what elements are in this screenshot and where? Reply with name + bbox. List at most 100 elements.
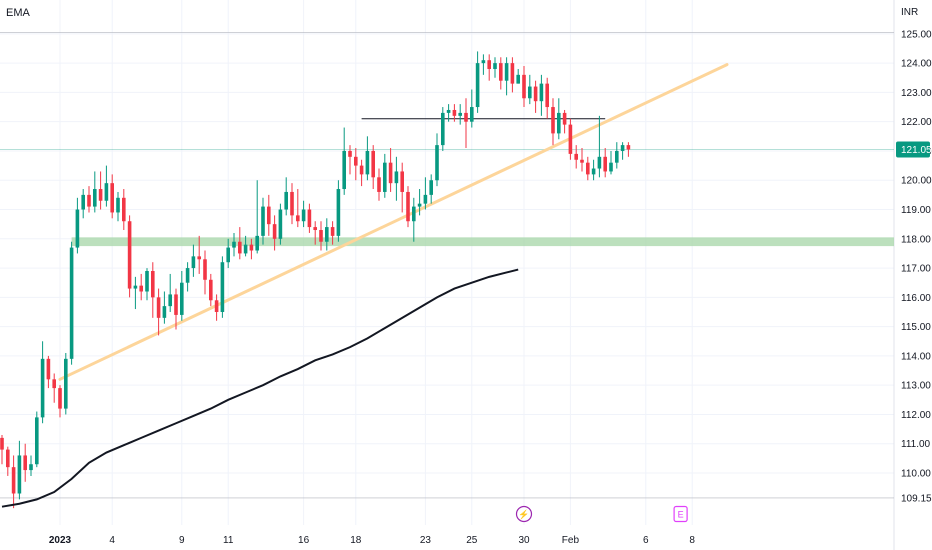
candle-body[interactable] bbox=[452, 109, 457, 116]
candle-body[interactable] bbox=[52, 379, 56, 389]
candle-body[interactable] bbox=[81, 194, 85, 210]
candle-body[interactable] bbox=[243, 244, 248, 254]
candle-body[interactable] bbox=[220, 262, 225, 312]
candle-body[interactable] bbox=[185, 268, 190, 283]
candle-body[interactable] bbox=[371, 150, 375, 178]
candle-body[interactable] bbox=[429, 180, 433, 195]
candle-body[interactable] bbox=[446, 109, 451, 113]
candle-body[interactable] bbox=[417, 203, 422, 207]
flash-event-icon[interactable] bbox=[515, 505, 533, 523]
candle-body[interactable] bbox=[64, 358, 68, 409]
candle-body[interactable] bbox=[557, 112, 561, 134]
candle-body[interactable] bbox=[197, 256, 201, 260]
candle-body[interactable] bbox=[586, 162, 590, 175]
candle-body[interactable] bbox=[238, 241, 242, 254]
candle-body[interactable] bbox=[133, 285, 138, 289]
candle-body[interactable] bbox=[388, 162, 393, 184]
candle-body[interactable] bbox=[58, 388, 62, 409]
candle-body[interactable] bbox=[551, 107, 555, 134]
candle-body[interactable] bbox=[325, 227, 329, 242]
candle-body[interactable] bbox=[562, 112, 567, 125]
trend-line[interactable] bbox=[58, 63, 729, 381]
price-axis[interactable]: 125.00124.00123.00122.00121.00120.00119.… bbox=[896, 29, 932, 504]
candle-body[interactable] bbox=[493, 63, 497, 69]
candle-body[interactable] bbox=[40, 358, 45, 418]
candle-body[interactable] bbox=[11, 467, 16, 494]
candle-body[interactable] bbox=[93, 189, 97, 207]
candle-body[interactable] bbox=[603, 156, 607, 172]
candle-body[interactable] bbox=[342, 150, 346, 190]
candle-body[interactable] bbox=[528, 86, 532, 99]
candle-body[interactable] bbox=[232, 241, 236, 248]
candle-body[interactable] bbox=[354, 156, 358, 166]
candle-body[interactable] bbox=[591, 168, 596, 175]
candle-body[interactable] bbox=[504, 63, 509, 81]
time-axis[interactable]: 2023 4 9 11 16 18 23 25 30 Feb 6 8 bbox=[49, 535, 696, 546]
candle-body[interactable] bbox=[110, 183, 114, 213]
candle-body[interactable] bbox=[626, 145, 631, 150]
ema-line[interactable] bbox=[1, 268, 519, 508]
candle-body[interactable] bbox=[475, 63, 480, 108]
candle-body[interactable] bbox=[377, 177, 381, 192]
candle-body[interactable] bbox=[46, 358, 51, 380]
candle-body[interactable] bbox=[435, 145, 439, 181]
candle-body[interactable] bbox=[122, 197, 126, 222]
candle-body[interactable] bbox=[162, 306, 167, 318]
candle-body[interactable] bbox=[568, 124, 573, 154]
candle-body[interactable] bbox=[301, 209, 306, 222]
candle-body[interactable] bbox=[313, 227, 317, 231]
candle-body[interactable] bbox=[620, 145, 625, 151]
candle-body[interactable] bbox=[116, 197, 120, 213]
candle-body[interactable] bbox=[441, 112, 445, 146]
candle-body[interactable] bbox=[139, 285, 143, 292]
candle-body[interactable] bbox=[284, 191, 288, 210]
candle-body[interactable] bbox=[365, 150, 370, 175]
candle-body[interactable] bbox=[580, 159, 584, 163]
candle-body[interactable] bbox=[6, 449, 10, 468]
candle-body[interactable] bbox=[104, 183, 109, 201]
candle-body[interactable] bbox=[151, 271, 155, 298]
candle-body[interactable] bbox=[249, 244, 254, 251]
candle-body[interactable] bbox=[180, 282, 184, 315]
candle-body[interactable] bbox=[69, 247, 74, 359]
candle-body[interactable] bbox=[336, 189, 341, 236]
candle-body[interactable] bbox=[423, 194, 428, 204]
candle-body[interactable] bbox=[255, 235, 259, 251]
candle-body[interactable] bbox=[574, 153, 578, 160]
candle-body[interactable] bbox=[539, 83, 544, 102]
candle-body[interactable] bbox=[127, 221, 132, 289]
candle-body[interactable] bbox=[458, 112, 462, 116]
candle-body[interactable] bbox=[400, 171, 404, 192]
candle-body[interactable] bbox=[226, 247, 230, 263]
candle-body[interactable] bbox=[278, 209, 283, 239]
candle-body[interactable] bbox=[23, 455, 27, 471]
candle-body[interactable] bbox=[87, 194, 91, 207]
earnings-event-icon[interactable] bbox=[673, 505, 688, 523]
candle-body[interactable] bbox=[145, 271, 149, 292]
candle-body[interactable] bbox=[17, 455, 22, 494]
candle-body[interactable] bbox=[510, 63, 515, 84]
candle-body[interactable] bbox=[615, 150, 619, 163]
candle-body[interactable] bbox=[516, 74, 520, 84]
candle-body[interactable] bbox=[75, 209, 80, 248]
candle-body[interactable] bbox=[0, 437, 4, 450]
current-price-badge[interactable] bbox=[896, 141, 930, 158]
candle-body[interactable] bbox=[522, 74, 526, 99]
candle-body[interactable] bbox=[29, 464, 33, 471]
candle-body[interactable] bbox=[359, 165, 364, 175]
candle-body[interactable] bbox=[290, 191, 294, 216]
candle-body[interactable] bbox=[545, 83, 549, 108]
candle-body[interactable] bbox=[330, 227, 335, 236]
candle-body[interactable] bbox=[470, 107, 474, 122]
candle-body[interactable] bbox=[499, 63, 503, 81]
candle-body[interactable] bbox=[168, 294, 172, 307]
candle-body[interactable] bbox=[272, 224, 277, 239]
candle-body[interactable] bbox=[214, 300, 219, 312]
candle-body[interactable] bbox=[319, 230, 323, 242]
candle-body[interactable] bbox=[209, 279, 213, 301]
indicator-label[interactable]: EMA bbox=[6, 7, 31, 19]
candle-body[interactable] bbox=[394, 171, 399, 184]
candle-body[interactable] bbox=[412, 206, 416, 222]
candle-body[interactable] bbox=[348, 150, 352, 157]
